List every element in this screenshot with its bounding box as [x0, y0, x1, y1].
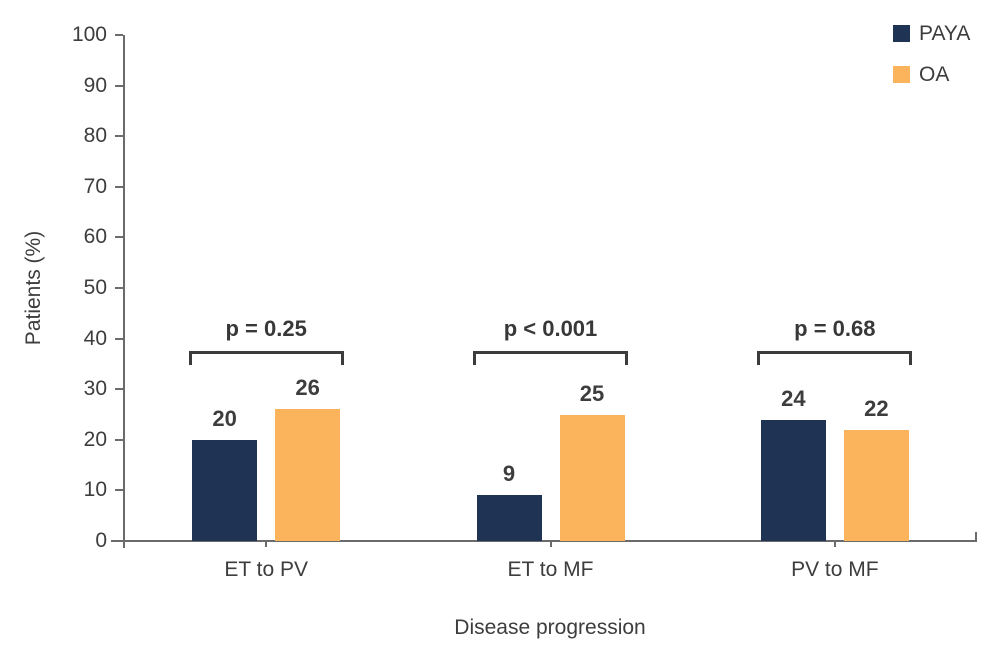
x-category-label: ET to MF — [507, 558, 594, 581]
y-axis-tick — [115, 438, 123, 441]
y-axis-tick — [115, 337, 123, 340]
p-value-label: p = 0.25 — [225, 316, 307, 341]
y-tick-label: 90 — [83, 73, 107, 97]
bar-paya — [192, 439, 258, 541]
y-axis-tick — [115, 287, 123, 289]
y-tick-label: 0 — [95, 529, 107, 552]
bar-oa — [275, 409, 341, 541]
x-axis-tick — [833, 542, 836, 547]
legend-label-oa: OA — [919, 63, 950, 86]
bar-paya — [476, 495, 542, 541]
y-tick-label: 50 — [83, 276, 107, 299]
y-tick-label: 100 — [71, 23, 107, 46]
x-axis-end-tick — [975, 532, 977, 540]
x-axis-tick — [265, 542, 268, 547]
y-axis-tick — [115, 388, 123, 391]
y-axis-tick — [115, 185, 123, 188]
significance-bracket — [188, 351, 344, 365]
bar-oa — [843, 429, 909, 541]
y-axis-tick — [115, 34, 123, 36]
y-tick-label: 60 — [83, 225, 107, 249]
x-axis-tick — [549, 542, 552, 547]
x-category-label: PV to MF — [791, 558, 879, 581]
bar-value-label: 25 — [579, 380, 605, 406]
x-category-label: ET to PV — [224, 558, 308, 581]
legend-item-oa: OA — [893, 64, 970, 85]
y-axis-tick — [115, 84, 123, 87]
bar-paya — [760, 419, 826, 541]
y-axis-line — [123, 35, 125, 548]
bar-oa — [559, 414, 625, 541]
y-tick-label: 80 — [83, 124, 107, 148]
significance-bracket — [757, 351, 913, 365]
y-tick-label: 40 — [83, 326, 107, 350]
x-axis-line — [111, 540, 977, 542]
p-value-label: p < 0.001 — [503, 316, 598, 341]
y-axis-tick — [115, 135, 123, 138]
legend-label-paya: PAYA — [919, 22, 971, 45]
legend-swatch-oa — [893, 66, 910, 83]
significance-bracket — [473, 351, 628, 365]
bar-value-label: 26 — [295, 375, 320, 401]
y-tick-label: 70 — [83, 174, 107, 198]
x-axis-title: Disease progression — [454, 616, 646, 639]
bar-value-label: 22 — [864, 395, 889, 421]
bar-value-label: 20 — [212, 405, 237, 431]
y-tick-label: 30 — [83, 377, 107, 401]
legend: PAYA OA — [893, 23, 970, 105]
bar-value-label: 9 — [502, 461, 516, 487]
y-tick-label: 20 — [83, 427, 107, 451]
legend-item-paya: PAYA — [893, 23, 970, 44]
y-tick-label: 10 — [83, 478, 107, 502]
legend-swatch-paya — [893, 25, 910, 42]
y-axis-tick — [115, 236, 123, 239]
y-axis-title: Patients (%) — [22, 230, 45, 346]
bar-value-label: 24 — [781, 385, 806, 411]
y-axis-tick — [115, 540, 123, 542]
y-axis-tick — [115, 489, 123, 492]
p-value-label: p = 0.68 — [794, 316, 876, 341]
